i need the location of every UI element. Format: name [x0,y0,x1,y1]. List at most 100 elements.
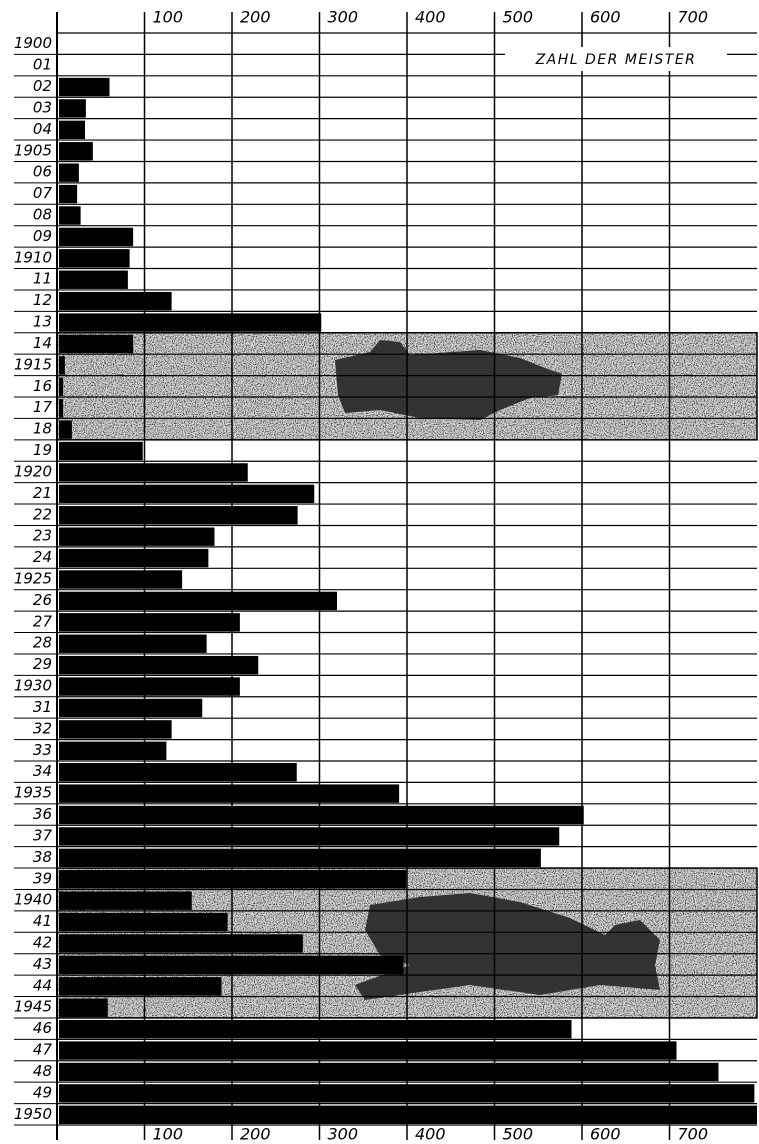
bar [59,313,321,331]
y-tick-label: 44 [33,976,52,994]
x-tick-label-bottom: 100 [153,1125,184,1144]
bar [59,1020,572,1038]
x-tick-label-top: 100 [153,8,184,27]
bar [59,742,166,760]
x-tick-label-top: 300 [328,8,359,27]
bar [59,806,584,824]
annotation: ZAHL DER MEISTER [535,52,697,68]
y-tick-label: 42 [33,934,52,952]
y-tick-label: 14 [33,334,52,352]
bar [59,1106,757,1124]
y-tick-label: 1950 [14,1105,52,1123]
y-tick-label: 28 [33,634,52,652]
x-tick-label-top: 600 [590,8,621,27]
bar [59,506,298,524]
y-tick-label: 17 [33,398,53,416]
bar [59,399,63,417]
bar [59,849,541,867]
bar [59,763,297,781]
bar [59,228,133,246]
bar [59,891,192,909]
y-tick-label: 37 [33,826,53,844]
y-tick-label: 49 [33,1083,52,1101]
y-tick-label: 32 [33,719,52,737]
bar [59,870,406,888]
bar [59,699,202,717]
bar [59,570,182,588]
x-tick-label-top: 200 [240,8,271,27]
y-tick-label: 03 [33,98,52,116]
bar [59,656,258,674]
bar [59,549,208,567]
y-tick-label: 22 [33,505,52,523]
x-tick-label-bottom: 600 [590,1125,621,1144]
bar [59,335,133,353]
y-tick-label: 1900 [14,34,52,52]
y-tick-label: 07 [33,184,53,202]
y-tick-label: 41 [33,912,52,930]
bar [59,527,215,545]
bar [59,913,228,931]
bar [59,1041,677,1059]
y-tick-label: 23 [33,527,52,545]
x-tick-label-top: 700 [678,8,709,27]
y-tick-label: 27 [33,612,53,630]
y-tick-label: 29 [33,655,52,673]
bar [59,677,240,695]
x-tick-label-bottom: 500 [503,1125,534,1144]
y-tick-label: 1945 [14,998,52,1016]
bar [59,185,77,203]
bar [59,99,86,117]
y-tick-label: 39 [33,869,52,887]
y-tick-label: 43 [33,955,52,973]
bar [59,463,248,481]
bar [59,442,143,460]
y-tick-label: 16 [33,377,52,395]
bar [59,784,399,802]
bar [59,271,128,289]
x-tick-label-bottom: 200 [240,1125,271,1144]
y-tick-label: 19 [33,441,52,459]
x-tick-label-top: 400 [415,8,446,27]
x-tick-label-bottom: 700 [678,1125,709,1144]
y-tick-label: 01 [33,56,52,74]
y-tick-label: 08 [33,206,52,224]
bar [59,635,207,653]
bar [59,720,172,738]
y-tick-label: 13 [33,313,52,331]
y-tick-label: 02 [33,77,52,95]
y-tick-label: 38 [33,848,52,866]
bar [59,977,222,995]
y-tick-label: 12 [33,291,52,309]
y-tick-label: 47 [33,1041,53,1059]
y-tick-label: 26 [33,591,52,609]
y-tick-label: 1930 [14,677,52,695]
bar [59,1063,719,1081]
y-tick-label: 04 [33,120,52,138]
y-tick-label: 24 [33,548,52,566]
y-tick-label: 33 [33,741,52,759]
y-tick-label: 36 [33,805,52,823]
y-tick-label: 1910 [14,248,52,266]
y-tick-label: 1915 [14,355,52,373]
y-tick-label: 11 [33,270,52,288]
y-tick-label: 09 [33,227,52,245]
y-tick-label: 1925 [14,570,52,588]
bar [59,356,65,374]
y-tick-label: 46 [33,1019,52,1037]
y-tick-label: 31 [33,698,52,716]
bar [59,592,337,610]
bar [59,420,72,438]
bar [59,163,79,181]
bar [59,378,63,396]
bar [59,934,303,952]
x-tick-label-bottom: 300 [328,1125,359,1144]
y-tick-label: 1905 [14,141,52,159]
bar [59,206,81,224]
bar [59,485,314,503]
y-tick-label: 18 [33,420,52,438]
y-tick-label: 1920 [14,462,52,480]
bar [59,827,559,845]
bar [59,249,130,267]
y-tick-label: 48 [33,1062,52,1080]
